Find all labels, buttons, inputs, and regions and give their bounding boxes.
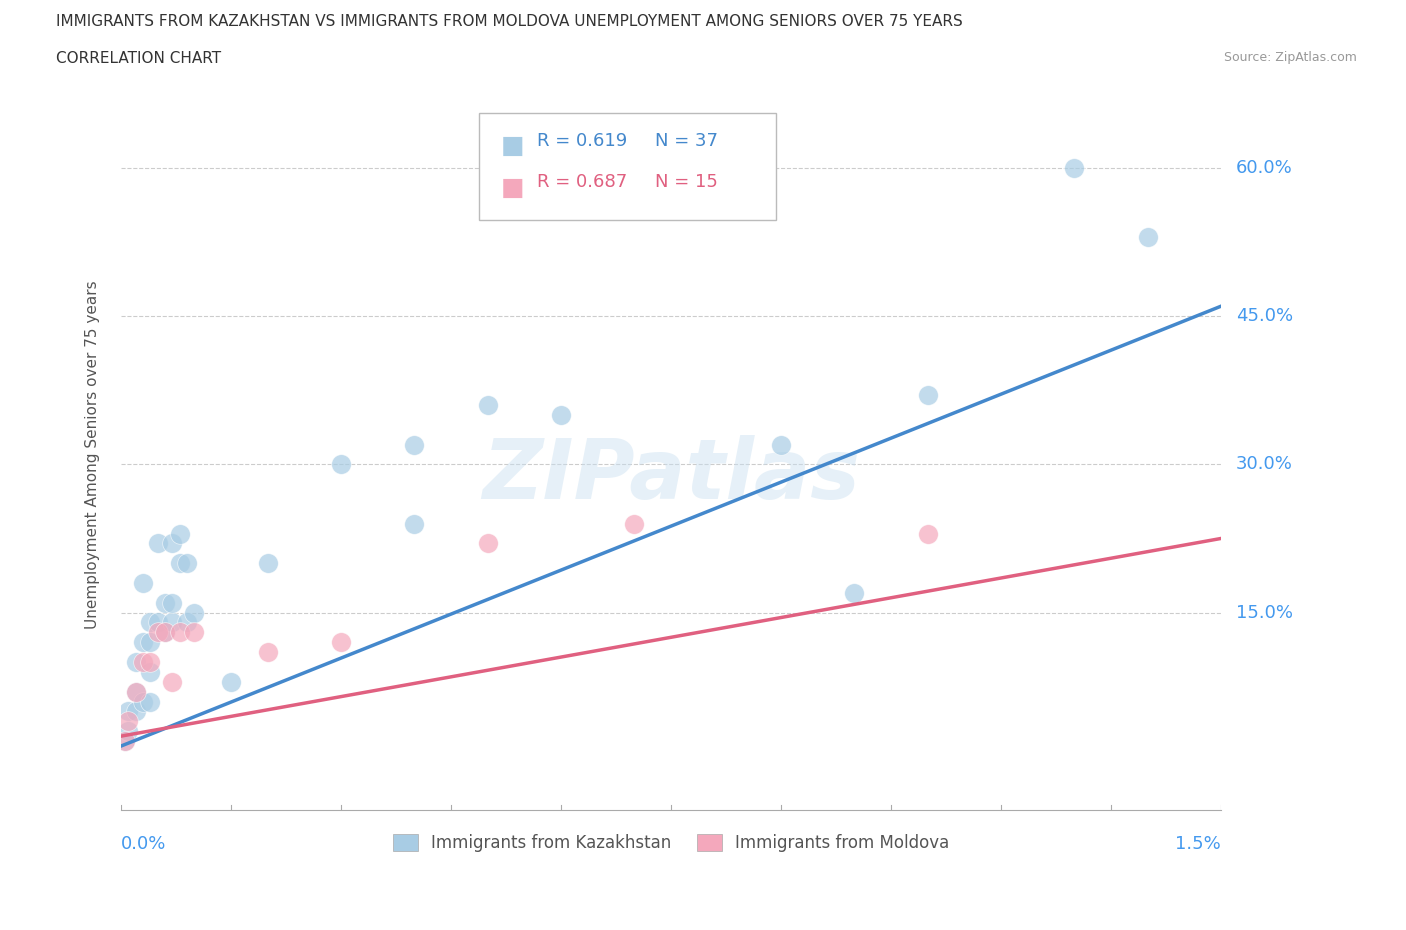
Point [183,605,205,620]
Point [256,556,278,571]
Point [219,674,242,689]
Point [623,516,645,531]
Text: CORRELATION CHART: CORRELATION CHART [56,51,221,66]
Text: 0.0%: 0.0% [121,835,166,853]
Point [125,684,148,699]
Point [132,694,155,709]
Point [162,595,184,610]
Point [256,644,278,659]
Point [117,724,139,738]
Text: ZIPatlas: ZIPatlas [482,435,860,516]
Point [477,398,499,413]
Point [132,655,155,670]
Point [1063,161,1085,176]
Point [404,437,426,452]
Text: Source: ZipAtlas.com: Source: ZipAtlas.com [1223,51,1357,64]
Point [169,526,191,541]
Point [162,536,184,551]
Point [162,615,184,630]
Point [114,734,136,749]
Text: R = 0.619: R = 0.619 [537,132,627,150]
Point [330,457,353,472]
Text: 60.0%: 60.0% [1236,159,1292,177]
Point [404,516,426,531]
Point [139,635,162,650]
Point [139,664,162,679]
Point [169,625,191,640]
Point [153,595,176,610]
Text: 15.0%: 15.0% [1236,604,1292,621]
Text: R = 0.687: R = 0.687 [537,173,627,192]
Point [146,625,169,640]
Point [125,704,148,719]
Y-axis label: Unemployment Among Seniors over 75 years: Unemployment Among Seniors over 75 years [86,280,100,629]
Point [183,625,205,640]
FancyBboxPatch shape [478,113,776,219]
Point [153,625,176,640]
Point [550,407,572,422]
Point [132,635,155,650]
Text: IMMIGRANTS FROM KAZAKHSTAN VS IMMIGRANTS FROM MOLDOVA UNEMPLOYMENT AMONG SENIORS: IMMIGRANTS FROM KAZAKHSTAN VS IMMIGRANTS… [56,14,963,29]
Point [917,388,939,403]
Point [117,704,139,719]
Point [139,615,162,630]
Point [146,615,169,630]
Point [139,694,162,709]
Point [114,734,136,749]
Legend: Immigrants from Kazakhstan, Immigrants from Moldova: Immigrants from Kazakhstan, Immigrants f… [387,828,956,858]
Point [169,556,191,571]
Point [176,556,198,571]
Point [176,615,198,630]
Point [769,437,792,452]
Point [477,536,499,551]
Point [153,625,176,640]
Point [146,536,169,551]
Text: N = 37: N = 37 [655,132,717,150]
Point [330,635,353,650]
Point [844,585,866,600]
Text: ■: ■ [501,134,524,158]
Text: 45.0%: 45.0% [1236,307,1292,326]
Point [917,526,939,541]
Point [117,714,139,729]
Text: N = 15: N = 15 [655,173,717,192]
Text: ■: ■ [501,176,524,200]
Point [139,655,162,670]
Point [125,655,148,670]
Point [1136,230,1159,245]
Point [125,684,148,699]
Point [162,674,184,689]
Point [132,576,155,591]
Text: 30.0%: 30.0% [1236,456,1292,473]
Text: 1.5%: 1.5% [1175,835,1220,853]
